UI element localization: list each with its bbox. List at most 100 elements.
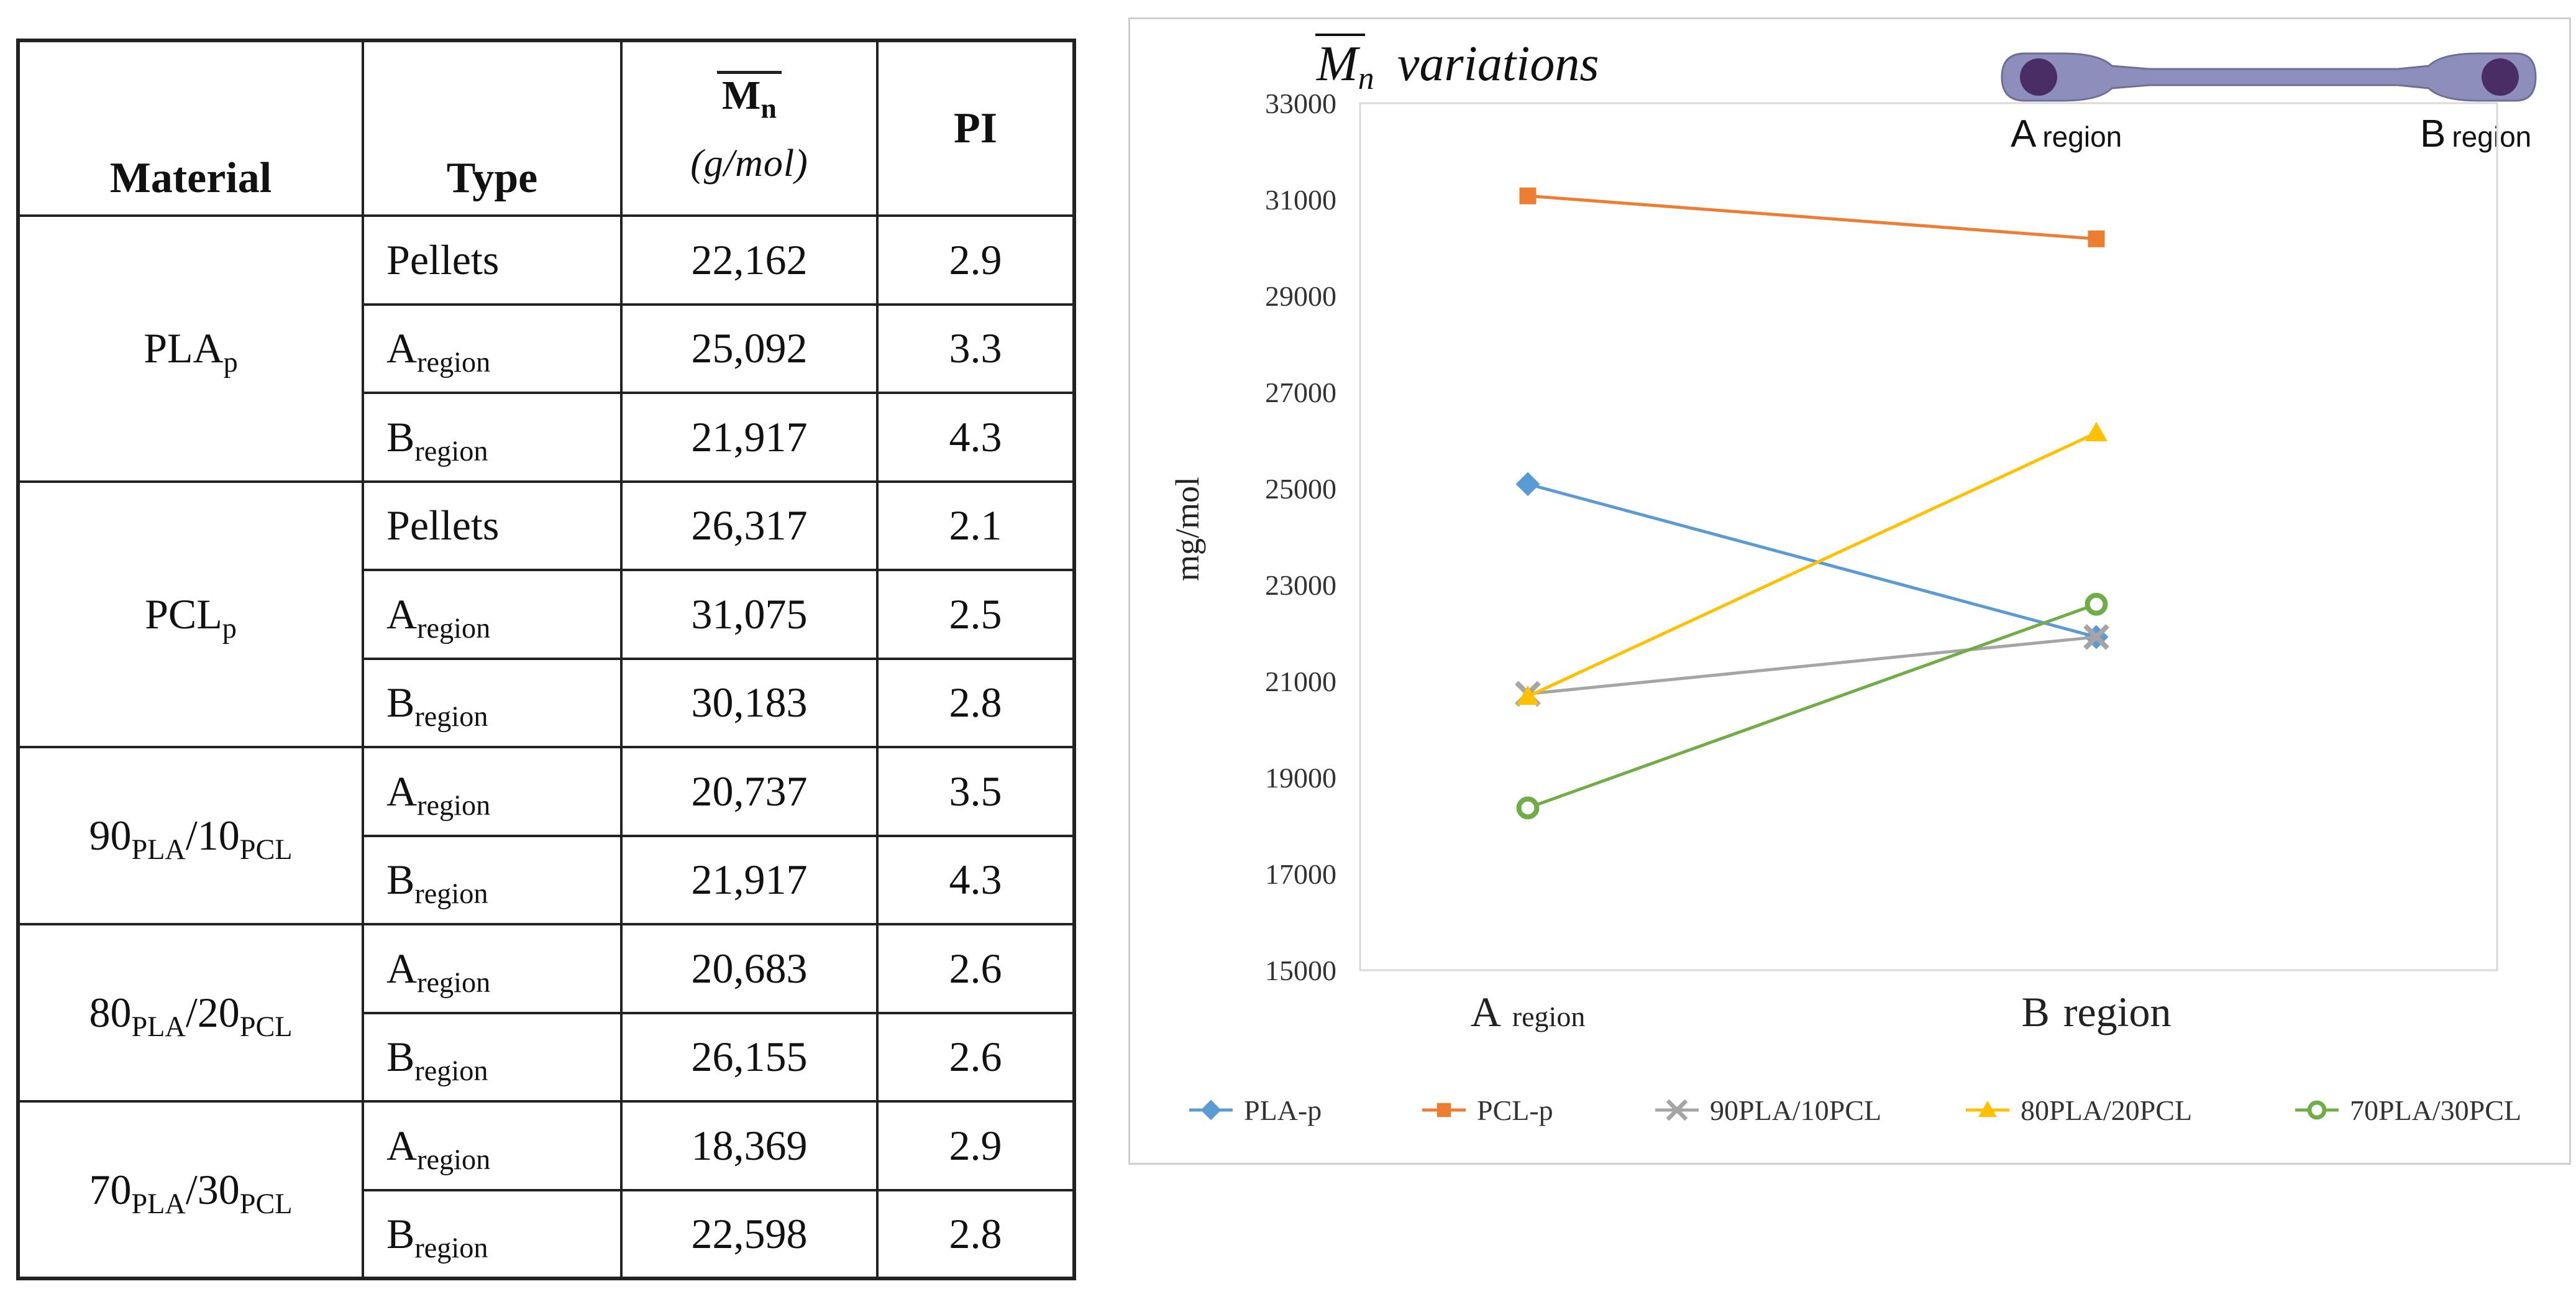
mn-cell: 18,369 (620, 1100, 879, 1191)
mn-cell: 22,162 (620, 214, 879, 306)
mn-cell: 26,317 (620, 480, 879, 571)
pi-cell: 3.5 (876, 746, 1076, 837)
title-symbol: Mn (1316, 37, 1374, 96)
header-type: Type (362, 39, 623, 217)
table-row: Aregion 31,075 2.5 (18, 569, 1076, 660)
mn-cell: 25,092 (620, 303, 879, 394)
material-cell: 90PLA/10PCL (17, 746, 364, 925)
pi-cell: 2.5 (876, 569, 1076, 660)
pi-cell: 2.1 (876, 480, 1076, 571)
series-line-2 (1527, 635, 2097, 695)
pi-cell: 2.8 (876, 657, 1076, 748)
y-tick-label: 31000 (1265, 184, 1336, 216)
y-tick-label: 17000 (1265, 858, 1336, 890)
type-cell: Bregion (362, 657, 623, 748)
legend-label: 70PLA/30PCL (2350, 1094, 2521, 1126)
y-tick-label: 19000 (1265, 762, 1336, 794)
legend-marker (1436, 1103, 1451, 1117)
table-row: Bregion 21,917 4.3 (18, 834, 1076, 925)
data-point (1519, 187, 1537, 204)
specimen-hole-b (2482, 58, 2519, 96)
y-tick-label: 33000 (1265, 88, 1336, 119)
specimen-hole-a (2020, 58, 2057, 96)
y-tick-label: 21000 (1265, 666, 1336, 697)
chart-title: Mn variations (1315, 34, 1599, 96)
type-cell: Bregion (362, 1188, 623, 1280)
mn-cell: 21,917 (620, 392, 879, 483)
data-point (2085, 592, 2108, 616)
y-tick-label: 15000 (1265, 955, 1336, 986)
mn-cell: 21,917 (620, 834, 879, 925)
table-row: Bregion 30,183 2.8 (18, 657, 1076, 748)
pi-cell: 4.3 (876, 834, 1076, 925)
type-cell: Pellets (362, 480, 623, 571)
legend-label: PLA-p (1244, 1094, 1322, 1126)
data-table: Material Type Mn (g/mol) PI PLAp Pellets 2… (16, 39, 1076, 1280)
type-cell: Bregion (362, 1011, 623, 1103)
mn-cell: 30,183 (620, 657, 879, 748)
table-row: 70PLA/30PCL Aregion 18,369 2.9 (17, 1100, 1076, 1280)
legend: PLA-p PCL-p 90PLA/10PCL 80PLA/20PCL 70PLA/30… (1189, 1094, 2521, 1126)
plot-area: 15000 17000 19000 21000 23000 25000 27000 29000… (1265, 88, 2498, 1035)
pi-cell: 2.9 (876, 214, 1076, 306)
table-row: PLAp Pellets 22,162 2.9 (17, 214, 1076, 483)
pi-cell: 3.3 (876, 303, 1076, 394)
legend-label: 80PLA/20PCL (2021, 1094, 2192, 1126)
header-material: Material (17, 39, 364, 217)
material-cell: PLAp (17, 214, 364, 483)
table-row: 80PLA/20PCL Aregion 20,683 2.6 (17, 923, 1076, 1103)
legend-marker (2307, 1100, 2327, 1120)
y-tick-label: 23000 (1265, 569, 1336, 601)
type-cell: Aregion (362, 569, 623, 660)
series-line-3 (1527, 431, 2098, 698)
table-row: Bregion 22,598 2.8 (18, 1188, 1076, 1280)
table-body: PLAp Pellets 22,162 2.9 Aregion 25,092 3.3 Breg… (17, 214, 1076, 1280)
pi-cell: 2.6 (876, 1011, 1076, 1103)
mn-cell: 20,737 (620, 746, 879, 837)
table-row: Bregion 21,917 4.3 (18, 392, 1076, 483)
data-point (2085, 421, 2108, 441)
mn-cell: 20,683 (620, 923, 879, 1014)
table-row: 90PLA/10PCL Aregion 20,737 3.5 (17, 746, 1076, 925)
y-tick-label: 27000 (1265, 377, 1336, 408)
type-cell: Aregion (362, 923, 623, 1014)
material-cell: PCLp (17, 480, 364, 748)
pi-cell: 4.3 (876, 392, 1076, 483)
title-suffix: variations (1397, 37, 1599, 91)
specimen-body (2001, 52, 2537, 102)
material-cell: 80PLA/20PCL (17, 923, 364, 1103)
type-cell: Bregion (362, 392, 623, 483)
legend-marker (1200, 1099, 1222, 1121)
pi-cell: 2.6 (876, 923, 1076, 1014)
header-mn: Mn (g/mol) (620, 39, 879, 217)
table-row: Bregion 26,155 2.6 (18, 1011, 1076, 1103)
header-mn-symbol: Mn (717, 70, 782, 122)
data-point (1516, 796, 1540, 820)
table-row: PCLp Pellets 26,317 2.1 (17, 480, 1076, 748)
pi-cell: 2.9 (876, 1100, 1076, 1191)
type-cell: Pellets (362, 214, 623, 306)
material-cell: 70PLA/30PCL (17, 1100, 364, 1280)
series-line-4 (1527, 602, 2097, 810)
y-tick-label: 25000 (1265, 473, 1336, 505)
y-tick-label: 29000 (1265, 280, 1336, 312)
y-axis-label: mg/mol (1169, 477, 1206, 581)
legend-marker (1666, 1099, 1688, 1121)
series-line-1 (1527, 194, 2097, 241)
plot-frame (1359, 102, 2498, 971)
data-point (1515, 472, 1540, 497)
legend-label: PCL-p (1477, 1094, 1553, 1126)
series-line-0 (1527, 482, 2097, 639)
mn-cell: 26,155 (620, 1011, 879, 1103)
data-point (2083, 624, 2109, 650)
data-point (1517, 685, 1539, 705)
header-mn-unit: (g/mol) (690, 142, 808, 185)
mn-cell: 31,075 (620, 569, 879, 660)
type-cell: Aregion (362, 746, 623, 837)
